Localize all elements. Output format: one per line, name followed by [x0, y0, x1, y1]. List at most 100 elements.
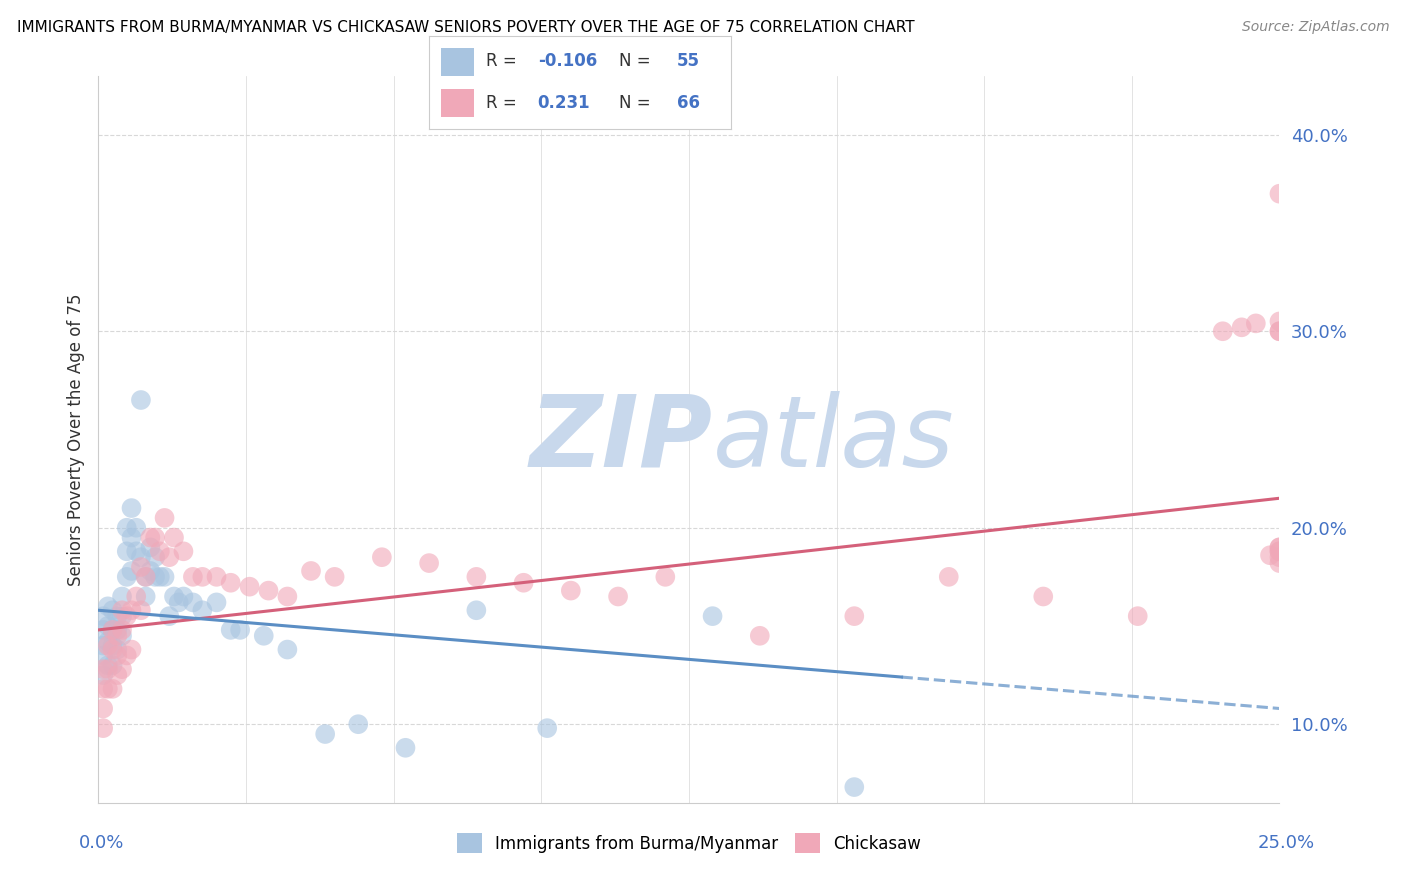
- Point: [172, 544, 194, 558]
- Text: 66: 66: [676, 95, 700, 112]
- Point: [418, 556, 440, 570]
- Text: R =: R =: [486, 95, 522, 112]
- Point: [702, 609, 724, 624]
- Point: [157, 609, 180, 624]
- Point: [276, 590, 298, 604]
- Point: [135, 570, 157, 584]
- Point: [143, 550, 166, 565]
- Point: [105, 623, 128, 637]
- Text: N =: N =: [619, 95, 657, 112]
- Point: [253, 629, 276, 643]
- Point: [121, 501, 143, 516]
- Point: [97, 662, 120, 676]
- Point: [163, 531, 186, 545]
- Point: [115, 648, 138, 663]
- Point: [129, 392, 152, 407]
- Point: [163, 590, 186, 604]
- Point: [125, 590, 148, 604]
- Point: [97, 599, 120, 614]
- Point: [205, 595, 228, 609]
- Point: [135, 590, 157, 604]
- Point: [1268, 324, 1291, 338]
- Point: [111, 629, 134, 643]
- Point: [115, 544, 138, 558]
- Point: [157, 550, 180, 565]
- Point: [115, 609, 138, 624]
- Y-axis label: Seniors Poverty Over the Age of 75: Seniors Poverty Over the Age of 75: [66, 293, 84, 585]
- Point: [844, 780, 866, 794]
- Point: [139, 531, 162, 545]
- Point: [91, 639, 114, 653]
- Point: [1268, 556, 1291, 570]
- Point: [239, 580, 262, 594]
- Point: [1032, 590, 1054, 604]
- Text: 25.0%: 25.0%: [1258, 834, 1315, 852]
- Text: ZIP: ZIP: [530, 391, 713, 488]
- Point: [181, 595, 204, 609]
- Point: [101, 658, 124, 673]
- Point: [121, 564, 143, 578]
- Text: 0.0%: 0.0%: [79, 834, 124, 852]
- Point: [105, 668, 128, 682]
- Text: Source: ZipAtlas.com: Source: ZipAtlas.com: [1241, 20, 1389, 34]
- Point: [125, 544, 148, 558]
- Point: [143, 570, 166, 584]
- Point: [181, 570, 204, 584]
- Point: [371, 550, 394, 565]
- Point: [1230, 320, 1253, 334]
- Point: [323, 570, 346, 584]
- Point: [153, 570, 176, 584]
- Point: [1258, 548, 1281, 562]
- Legend: Immigrants from Burma/Myanmar, Chickasaw: Immigrants from Burma/Myanmar, Chickasaw: [450, 826, 928, 860]
- Point: [276, 642, 298, 657]
- Point: [139, 541, 162, 555]
- Point: [560, 583, 582, 598]
- Point: [129, 550, 152, 565]
- Point: [91, 648, 114, 663]
- Text: 0.231: 0.231: [537, 95, 591, 112]
- Point: [97, 619, 120, 633]
- Point: [1268, 314, 1291, 328]
- Bar: [441, 89, 474, 117]
- Point: [121, 603, 143, 617]
- Point: [97, 639, 120, 653]
- Point: [394, 740, 416, 755]
- Point: [101, 642, 124, 657]
- Point: [91, 623, 114, 637]
- Point: [105, 609, 128, 624]
- Text: N =: N =: [619, 52, 657, 70]
- Point: [149, 570, 172, 584]
- Text: R =: R =: [486, 52, 522, 70]
- Point: [111, 609, 134, 624]
- Point: [607, 590, 630, 604]
- Point: [219, 575, 242, 590]
- Point: [121, 531, 143, 545]
- Point: [101, 639, 124, 653]
- Point: [465, 570, 488, 584]
- Point: [172, 590, 194, 604]
- Point: [101, 623, 124, 637]
- Point: [129, 603, 152, 617]
- Point: [101, 681, 124, 696]
- Point: [129, 560, 152, 574]
- Point: [938, 570, 960, 584]
- Point: [191, 570, 214, 584]
- Point: [1126, 609, 1149, 624]
- Text: 55: 55: [676, 52, 700, 70]
- Point: [115, 521, 138, 535]
- Point: [1268, 544, 1291, 558]
- Point: [91, 668, 114, 682]
- Point: [153, 511, 176, 525]
- Point: [314, 727, 336, 741]
- Point: [97, 681, 120, 696]
- Point: [105, 642, 128, 657]
- Point: [1212, 324, 1234, 338]
- Text: -0.106: -0.106: [537, 52, 598, 70]
- Point: [229, 623, 252, 637]
- Text: IMMIGRANTS FROM BURMA/MYANMAR VS CHICKASAW SENIORS POVERTY OVER THE AGE OF 75 CO: IMMIGRANTS FROM BURMA/MYANMAR VS CHICKAS…: [17, 20, 914, 35]
- Point: [536, 721, 558, 735]
- Point: [748, 629, 770, 643]
- Point: [91, 662, 114, 676]
- Point: [135, 570, 157, 584]
- Point: [512, 575, 534, 590]
